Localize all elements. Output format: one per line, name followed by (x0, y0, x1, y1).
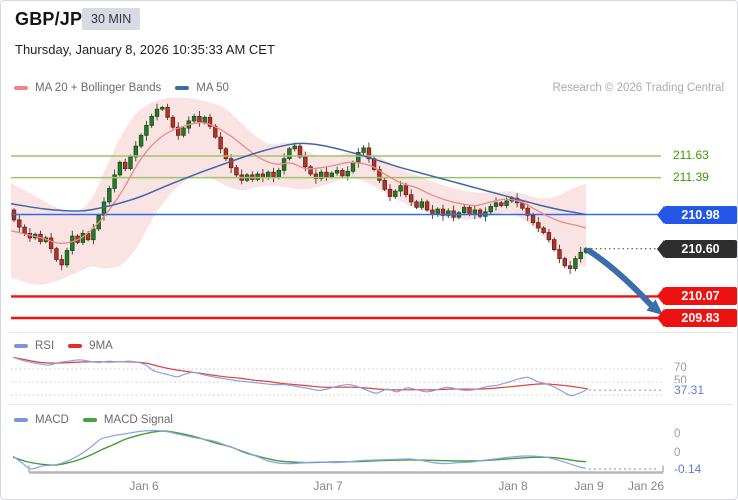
rsi-9ma-label: 9MA (89, 340, 113, 352)
resistance-level-label: 211.63 (673, 148, 709, 162)
ma50-swatch-icon (175, 86, 190, 90)
x-axis-label: Jan 9 (574, 479, 604, 493)
x-axis-label: Jan 8 (498, 479, 528, 493)
rsi-9ma-swatch-icon (68, 344, 83, 348)
support-price-tag: 209.83 (657, 309, 737, 327)
rsi-swatch-icon (14, 344, 28, 348)
bollinger-band-fill (11, 97, 586, 285)
rsi-current-value: 37.31 (672, 383, 707, 398)
ma20-bollinger-swatch-icon (14, 86, 28, 90)
legend-macd: MACD MACD Signal (14, 414, 187, 426)
macd-zero-label: 0 (672, 428, 683, 440)
macd-signal-label: MACD Signal (103, 414, 173, 426)
macd-signal-swatch-icon (82, 418, 97, 422)
resistance-level-label: 211.39 (673, 169, 709, 184)
rsi-label: RSI (35, 340, 55, 352)
pivot-price-tag: 210.98 (657, 205, 737, 224)
x-axis-label: Jan 7 (313, 479, 343, 493)
macd-swatch-icon (14, 418, 28, 422)
symbol-title: GBP/JPY (15, 9, 95, 29)
timeframe-badge: 30 MIN (82, 8, 141, 30)
rsi-gridline-label: 70 (672, 362, 689, 374)
x-axis-label: Jan 26 (627, 479, 665, 493)
last-price-tag: 210.60 (657, 239, 737, 258)
macd-zero-label: 0 (672, 447, 683, 459)
forecast-arrow (586, 247, 654, 308)
ma50-line (10, 142, 587, 216)
macd-line (12, 429, 587, 470)
attribution: Research © 2026 Trading Central (552, 82, 724, 94)
legend-rsi: RSI 9MA (14, 340, 127, 352)
ma20-line (10, 122, 587, 244)
legend-main: MA 20 + Bollinger Bands MA 50 (14, 82, 243, 94)
macd-label: MACD (35, 414, 69, 426)
candlesticks (11, 103, 589, 274)
chart-datetime: Thursday, January 8, 2026 10:35:33 AM CE… (15, 42, 275, 57)
x-axis-label: Jan 6 (129, 479, 159, 493)
ma50-label: MA 50 (196, 82, 229, 94)
macd-current-value: -0.14 (672, 462, 704, 476)
ma20-bollinger-label: MA 20 + Bollinger Bands (35, 82, 162, 94)
rsi-9ma-line (12, 356, 589, 391)
macd-signal-line (12, 430, 587, 466)
support-price-tag: 210.07 (657, 287, 737, 306)
rsi-line (12, 356, 587, 397)
